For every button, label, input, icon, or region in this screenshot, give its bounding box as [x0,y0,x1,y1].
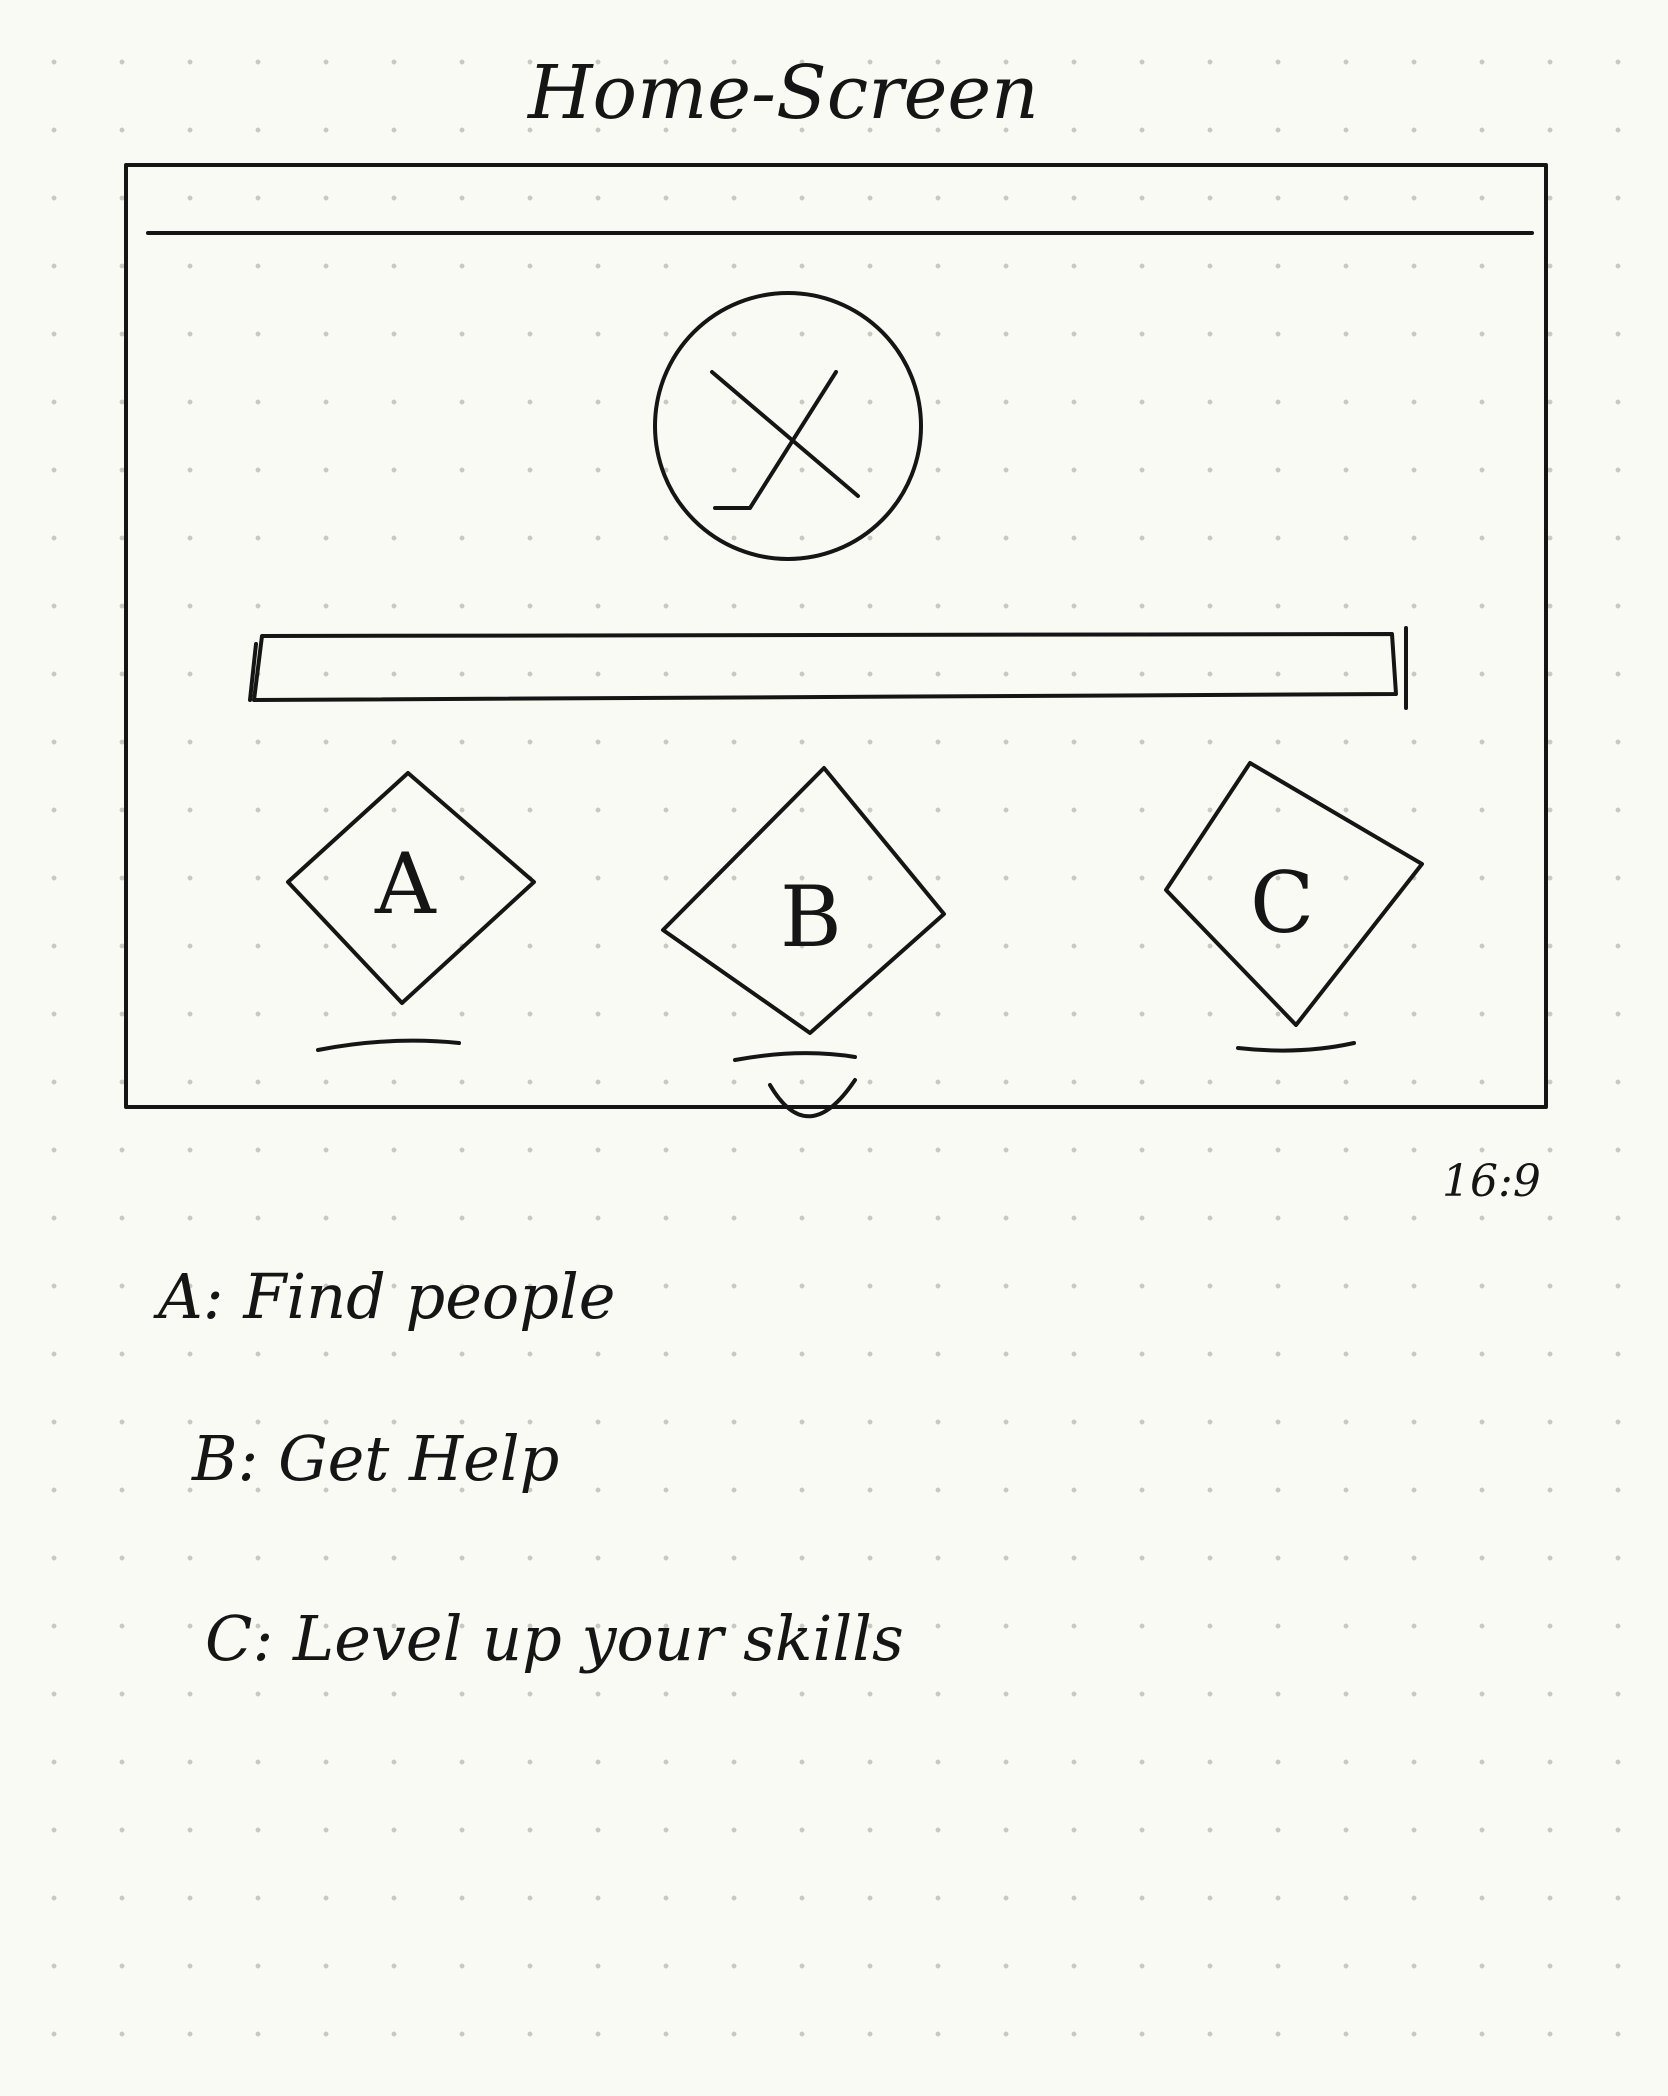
option-c-button[interactable]: C [1164,761,1424,1053]
page-title: Home-Screen [526,50,1039,136]
option-a-letter: A [374,835,437,933]
screen-frame [124,163,1548,1109]
logo-circle [653,291,923,561]
option-c-letter: C [1250,854,1314,952]
aspect-ratio-label: 16:9 [1442,1156,1541,1207]
option-b-button[interactable]: B [661,766,946,1119]
logo-placeholder [653,291,923,561]
option-b-letter: B [780,868,842,966]
option-c-diamond [1164,761,1424,1027]
option-c-underline [1236,1041,1356,1053]
logo-cross-stroke-1 [710,370,860,498]
option-b-underline [733,1051,857,1062]
note-option-a: A: Find people [153,1260,615,1333]
search-bar-left-edge [248,642,258,702]
note-option-b: B: Get Help [191,1422,559,1495]
note-option-c: C: Level up your skills [205,1602,904,1675]
search-bar-outline [252,632,1398,702]
logo-cross-stroke-2 [713,370,838,510]
option-a-diamond [286,771,536,1005]
option-b-diamond [661,766,946,1035]
option-a-underline [316,1038,461,1052]
search-bar[interactable] [248,626,1408,710]
option-a-button[interactable]: A [286,771,536,1052]
option-b-selected-indicator [768,1078,857,1119]
